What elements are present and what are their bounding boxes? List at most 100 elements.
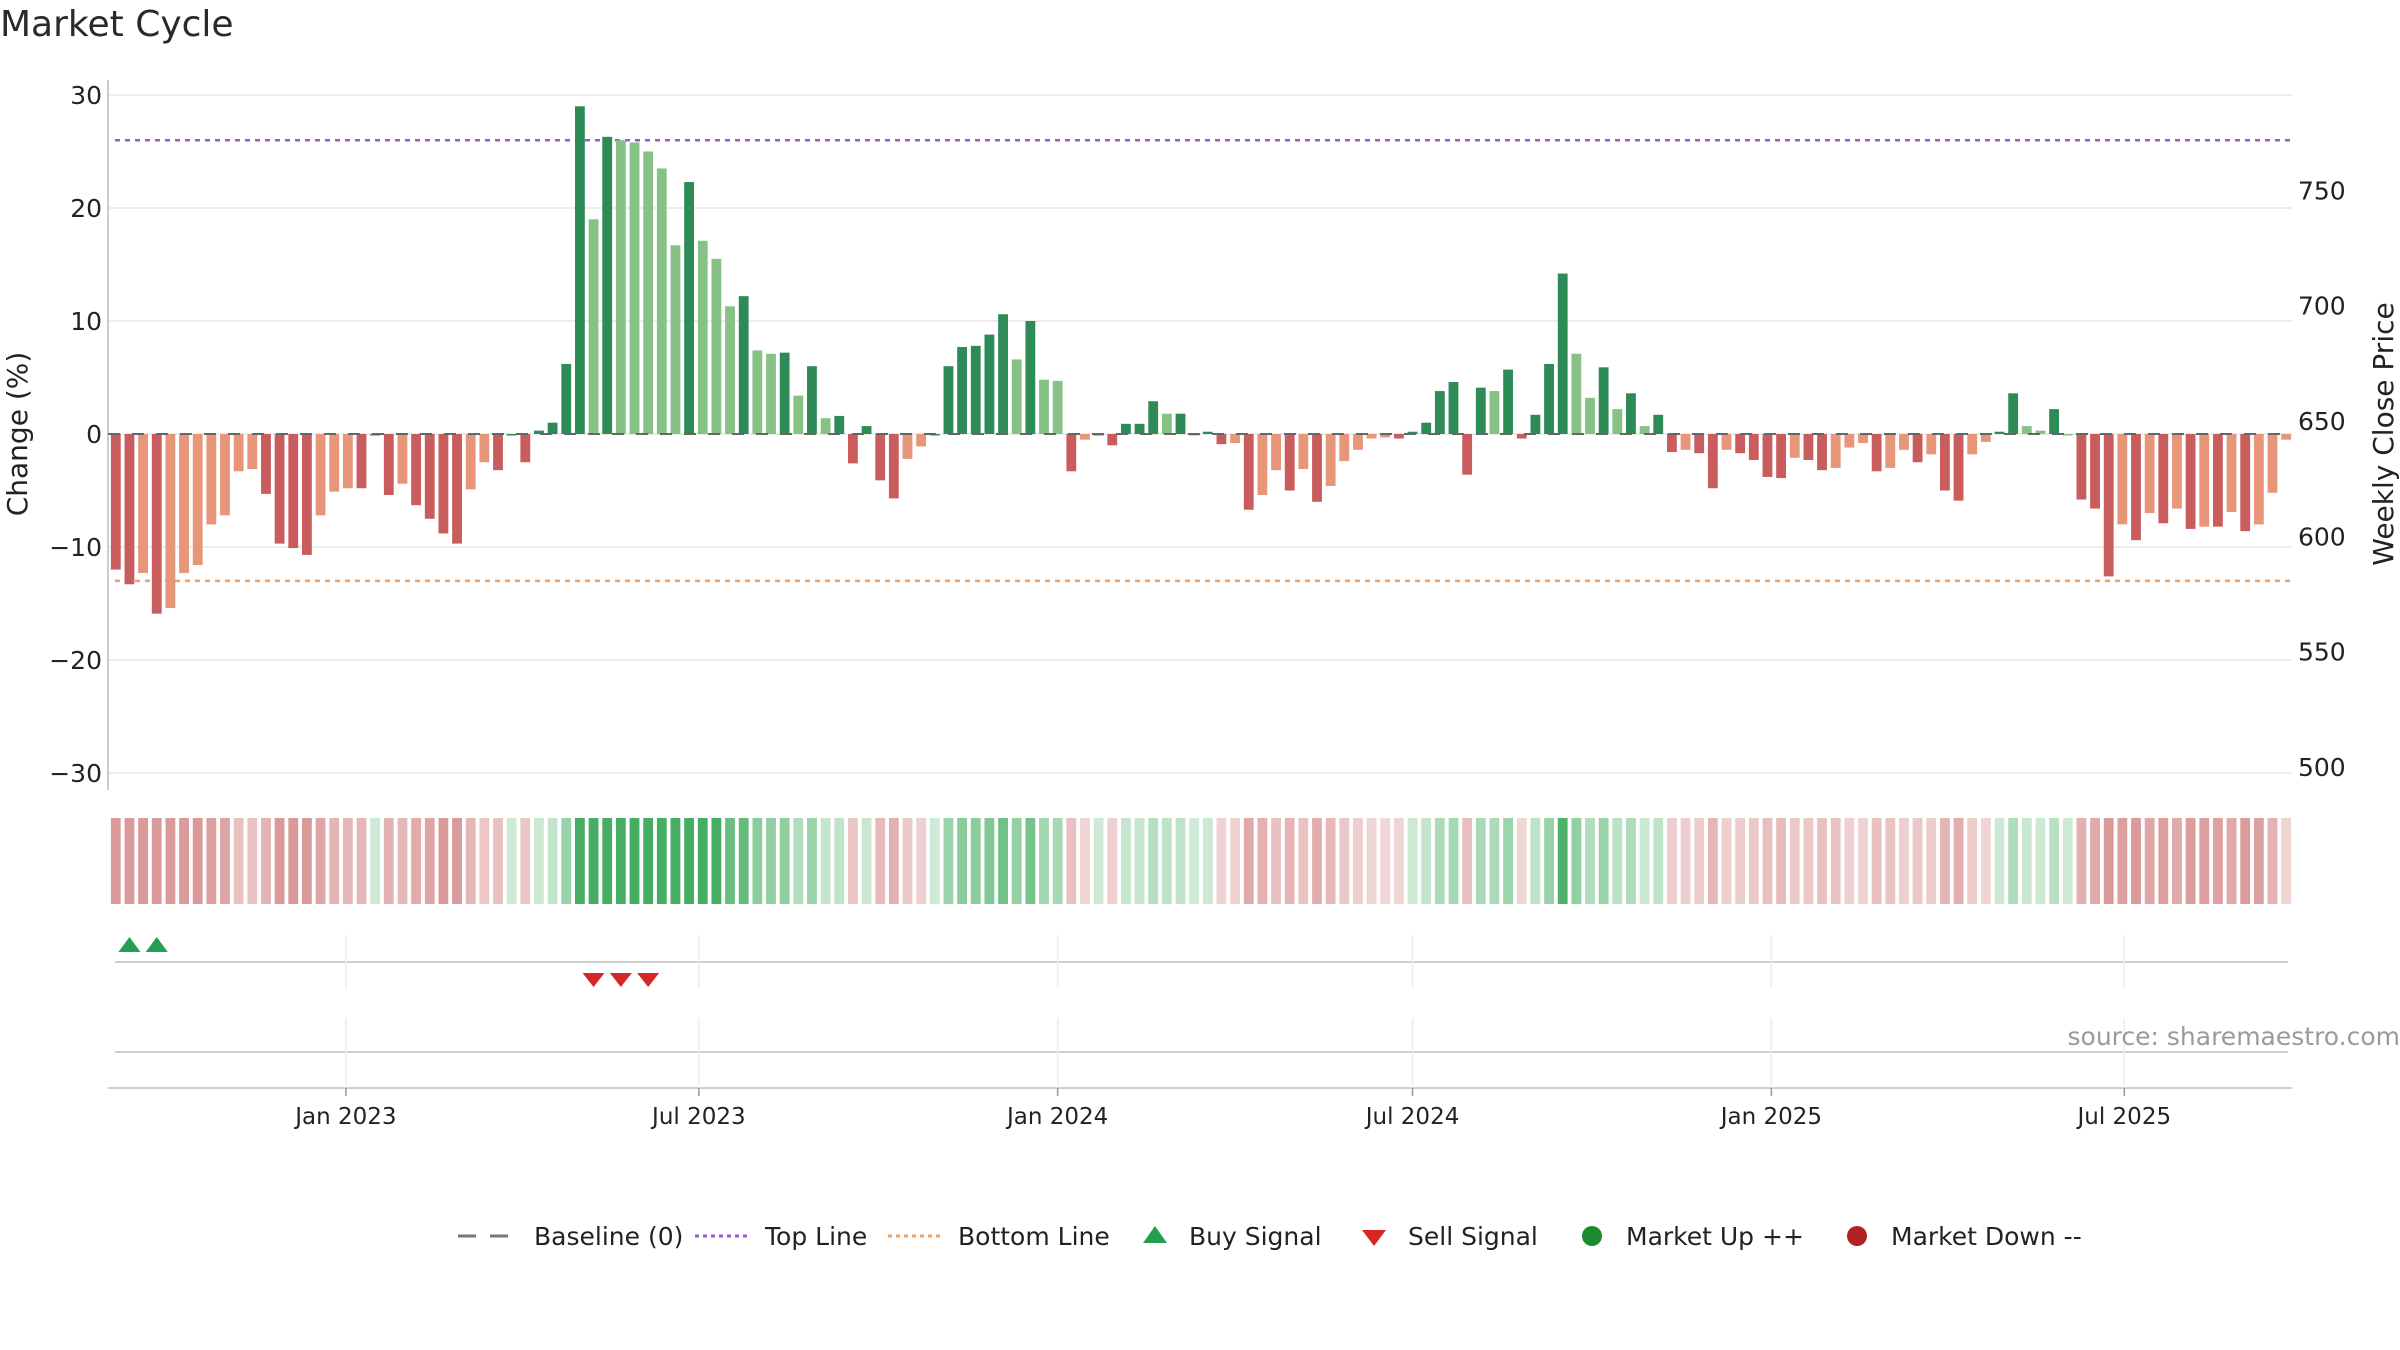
bar bbox=[779, 352, 790, 434]
heat-cell bbox=[888, 818, 899, 904]
bar bbox=[411, 434, 422, 506]
bar bbox=[1776, 434, 1787, 479]
heat-cell bbox=[847, 818, 858, 904]
bar bbox=[574, 106, 585, 435]
bar bbox=[2117, 434, 2128, 525]
heat-cell bbox=[1612, 818, 1623, 904]
bar bbox=[2021, 426, 2032, 434]
heat-cell bbox=[1202, 818, 1213, 904]
heat-cell bbox=[752, 818, 763, 904]
heat-cell bbox=[2158, 818, 2169, 904]
buy-signal-marker bbox=[145, 937, 168, 952]
x-tick-label: Jul 2024 bbox=[1364, 1104, 1460, 1130]
bar bbox=[1120, 423, 1131, 434]
bar bbox=[452, 434, 462, 544]
heat-cell bbox=[738, 818, 749, 904]
bar bbox=[192, 434, 203, 566]
bar bbox=[534, 430, 544, 434]
bar bbox=[1694, 434, 1705, 454]
heat-cell bbox=[493, 818, 503, 904]
bar bbox=[1830, 434, 1841, 468]
bar bbox=[356, 434, 367, 489]
heat-cell bbox=[1598, 818, 1609, 904]
bar bbox=[1707, 434, 1718, 489]
heat-cell bbox=[1052, 818, 1063, 904]
legend-sell-signal: Sell Signal bbox=[1362, 1222, 1538, 1251]
bar bbox=[629, 142, 640, 434]
bar bbox=[656, 168, 667, 434]
bar bbox=[493, 434, 503, 471]
heat-cell bbox=[1066, 818, 1077, 904]
bar bbox=[725, 306, 735, 434]
heat-cell bbox=[643, 818, 654, 904]
heat-cell bbox=[2131, 818, 2141, 904]
bar bbox=[2226, 434, 2237, 512]
bar bbox=[1243, 434, 1254, 510]
heat-cell bbox=[452, 818, 462, 904]
bar bbox=[820, 418, 831, 434]
bar bbox=[1789, 434, 1800, 458]
heat-cell bbox=[1189, 818, 1200, 904]
bar bbox=[2090, 434, 2100, 509]
bar bbox=[1080, 434, 1090, 440]
y-tick-label: −20 bbox=[49, 646, 102, 675]
bar bbox=[711, 258, 722, 434]
heat-cell bbox=[2172, 818, 2182, 904]
legend-label: Sell Signal bbox=[1408, 1222, 1538, 1251]
heat-cell bbox=[1939, 818, 1950, 904]
bar bbox=[1284, 434, 1295, 491]
bar bbox=[179, 434, 189, 573]
bar bbox=[2062, 434, 2073, 436]
heat-cell bbox=[998, 818, 1008, 904]
bar bbox=[615, 140, 626, 434]
bar bbox=[1653, 414, 1664, 434]
bar bbox=[1557, 273, 1568, 434]
heat-cell bbox=[1434, 818, 1445, 904]
bar bbox=[2144, 434, 2155, 514]
bar bbox=[315, 434, 326, 516]
heat-cell bbox=[861, 818, 872, 904]
heat-cell bbox=[1926, 818, 1937, 904]
y-tick-label: 0 bbox=[86, 420, 102, 449]
bar bbox=[138, 434, 149, 573]
bar bbox=[2008, 393, 2019, 434]
bar bbox=[957, 346, 968, 434]
heat-cell bbox=[588, 818, 599, 904]
heat-cell bbox=[656, 818, 667, 904]
bar bbox=[793, 395, 804, 434]
bar bbox=[1353, 434, 1363, 450]
bar bbox=[124, 434, 135, 585]
bar bbox=[943, 366, 954, 434]
bar bbox=[329, 434, 340, 492]
heat-cell bbox=[2240, 818, 2251, 904]
bar bbox=[1216, 434, 1227, 445]
heat-cell bbox=[2199, 818, 2210, 904]
heat-cell bbox=[2035, 818, 2046, 904]
bar bbox=[2035, 430, 2046, 434]
bar bbox=[561, 363, 572, 434]
y2-tick-label: 600 bbox=[2298, 522, 2346, 551]
heat-cell bbox=[1817, 818, 1827, 904]
heat-cell bbox=[1503, 818, 1514, 904]
heat-cell bbox=[506, 818, 517, 904]
y2-tick-label: 700 bbox=[2298, 292, 2346, 321]
bar bbox=[1748, 434, 1759, 460]
heat-cell bbox=[1571, 818, 1582, 904]
heat-cell bbox=[1039, 818, 1049, 904]
bar bbox=[1598, 367, 1609, 434]
bar bbox=[1052, 380, 1063, 434]
bar bbox=[1721, 434, 1732, 450]
legend-top-line: Top Line bbox=[695, 1222, 867, 1251]
bar bbox=[1366, 434, 1377, 439]
heat-cell bbox=[1448, 818, 1459, 904]
bar bbox=[1380, 434, 1391, 438]
y-tick-label: 10 bbox=[70, 307, 102, 336]
bar bbox=[1912, 434, 1923, 463]
heat-cell bbox=[1489, 818, 1500, 904]
y2-axis-label: Weekly Close Price bbox=[2367, 302, 2400, 565]
heat-cell bbox=[2117, 818, 2128, 904]
x-tick-label: Jan 2024 bbox=[1005, 1104, 1108, 1130]
bar bbox=[1544, 363, 1554, 434]
heat-cell bbox=[684, 818, 695, 904]
heat-cell bbox=[1312, 818, 1322, 904]
